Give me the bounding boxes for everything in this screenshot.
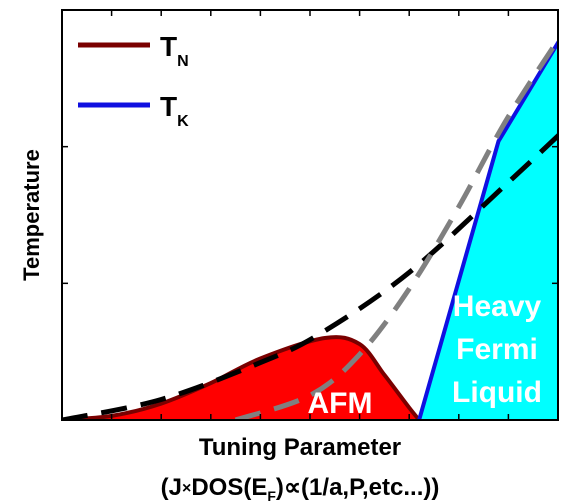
black-dashed-line	[62, 132, 558, 420]
afm-region	[62, 337, 420, 420]
legend-tk-label: TK	[160, 91, 189, 130]
x-axis-label-line1: Tuning Parameter	[199, 434, 401, 461]
legend-tn-label: TN	[160, 31, 189, 70]
plot-area	[62, 35, 558, 420]
legend: TN TK	[78, 31, 189, 130]
y-axis-label: Temperature	[19, 149, 44, 281]
hfl-label-line1: Heavy	[453, 290, 542, 323]
x-axis-label-line2: (J×DOS(EF)∝(1/a,P,etc...))	[161, 474, 440, 504]
hfl-label-line2: Fermi	[456, 333, 538, 366]
hfl-label-line3: Liquid	[452, 376, 542, 409]
afm-label: AFM	[308, 387, 373, 420]
axis-ticks	[62, 10, 558, 420]
heavy-fermi-liquid-region	[419, 42, 558, 420]
